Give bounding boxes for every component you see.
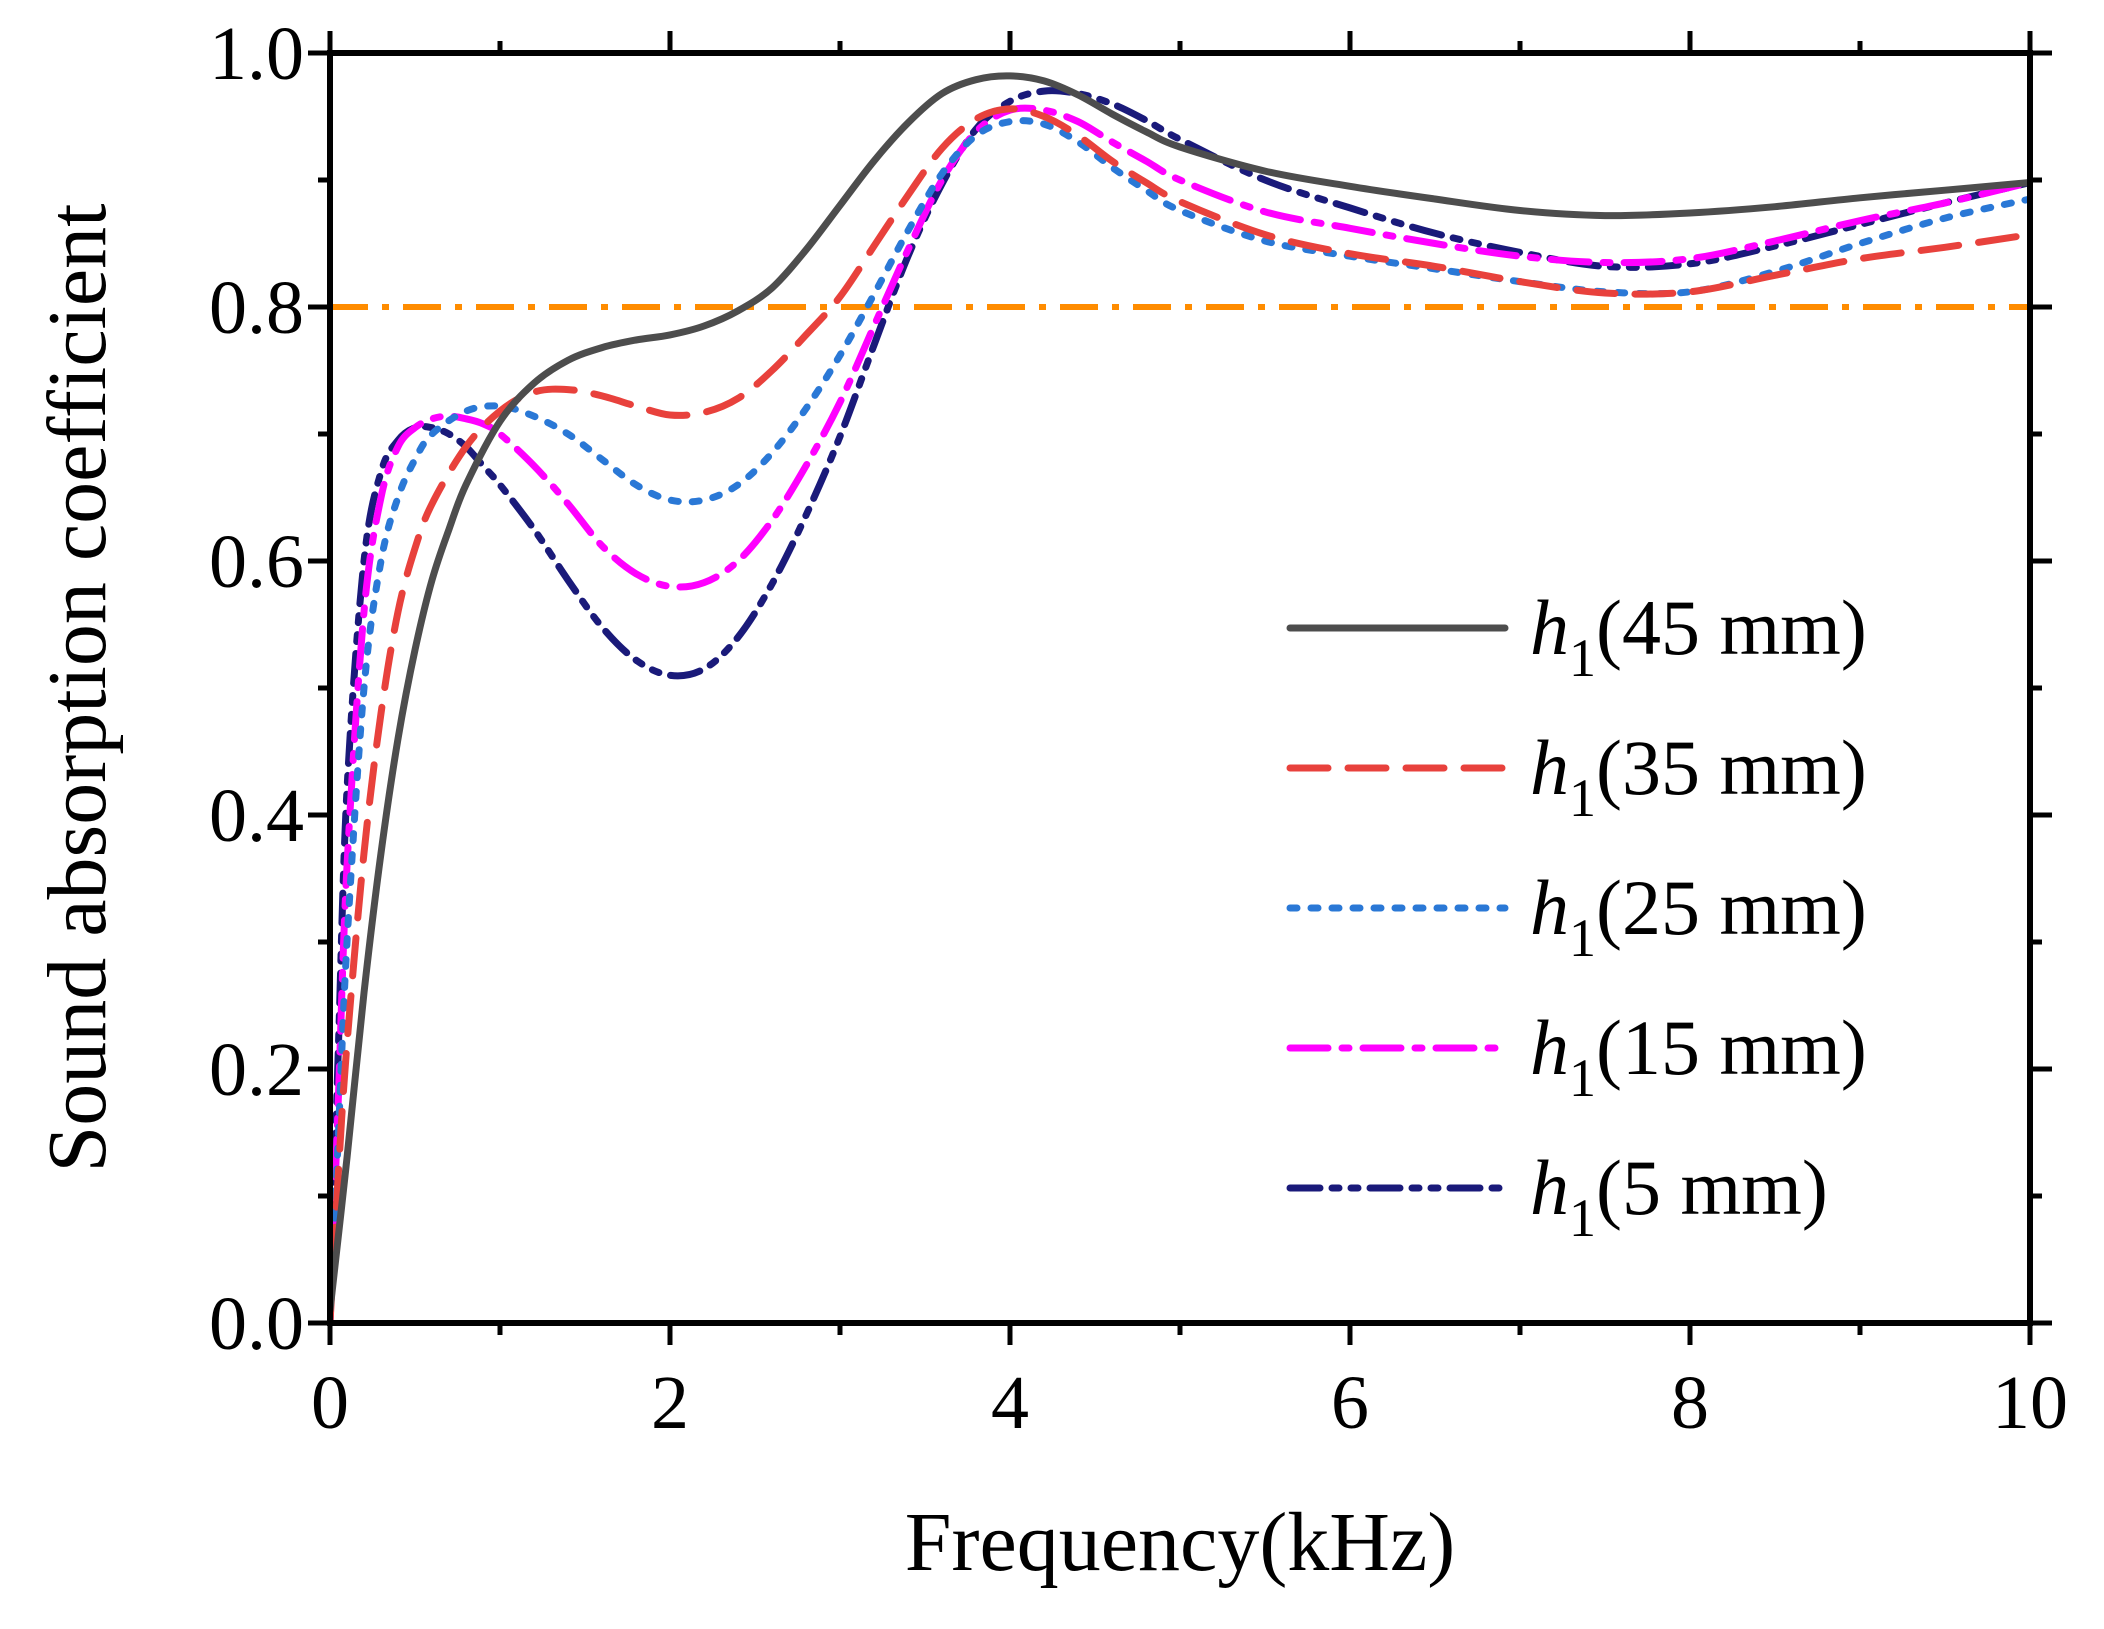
y-tick-label: 0.6 bbox=[209, 520, 304, 604]
legend-label-3: h1(15 mm) bbox=[1530, 1004, 1867, 1108]
legend-label-2: h1(25 mm) bbox=[1530, 864, 1867, 968]
x-tick-label: 4 bbox=[991, 1361, 1029, 1445]
tick-layer: 0 2 4 6 8 10 0.0 0.2 0.4 0.6 0.8 1.0 bbox=[209, 12, 2068, 1445]
x-tick-label: 10 bbox=[1992, 1361, 2068, 1445]
x-tick-label: 8 bbox=[1671, 1361, 1709, 1445]
legend: h1(45 mm) h1(35 mm) h1(25 mm) h1(15 mm) h1(5… bbox=[1286, 584, 1867, 1248]
y-axis-title: Sound absorption coefficient bbox=[31, 204, 124, 1173]
legend-label-1: h1(35 mm) bbox=[1530, 724, 1867, 828]
y-tick-label: 1.0 bbox=[209, 12, 304, 96]
legend-label-4: h1(5 mm) bbox=[1530, 1144, 1828, 1248]
y-tick-label: 0.4 bbox=[209, 774, 304, 858]
series-layer bbox=[330, 72, 2030, 1323]
x-axis-title: Frequency(kHz) bbox=[905, 1496, 1455, 1589]
series-line-1 bbox=[330, 105, 2030, 1323]
x-tick-label: 2 bbox=[651, 1361, 689, 1445]
series-line-3 bbox=[330, 104, 2030, 1323]
series-line-2 bbox=[330, 117, 2030, 1323]
y-tick-label: 0.0 bbox=[209, 1282, 304, 1366]
y-tick-label: 0.2 bbox=[209, 1028, 304, 1112]
x-tick-label: 0 bbox=[311, 1361, 349, 1445]
legend-label-0: h1(45 mm) bbox=[1530, 584, 1867, 688]
series-line-0 bbox=[330, 72, 2030, 1314]
y-tick-label: 0.8 bbox=[209, 266, 304, 350]
x-tick-label: 6 bbox=[1331, 1361, 1369, 1445]
